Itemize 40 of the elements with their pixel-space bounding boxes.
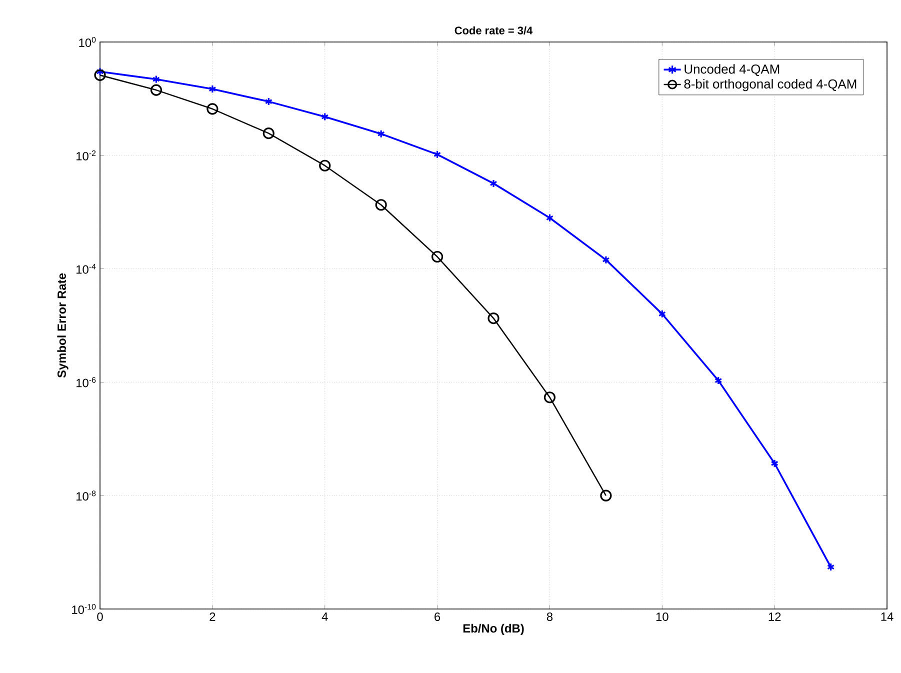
point <box>602 256 610 264</box>
point <box>375 199 387 211</box>
x-tick-label: 10 <box>656 612 668 621</box>
point <box>262 128 274 140</box>
y-axis-title: Symbol Error Rate <box>57 273 68 378</box>
x-tick-label: 2 <box>210 612 216 621</box>
legend-label: Uncoded 4-QAM <box>684 64 780 76</box>
legend-label: 8-bit orthogonal coded 4-QAM <box>684 79 856 92</box>
point <box>490 179 498 188</box>
point <box>208 84 216 94</box>
y-tick-label: 10$^{-4}$ <box>76 264 96 274</box>
y-tick-label: 10$^{-10}$ <box>72 604 96 614</box>
point <box>319 160 331 172</box>
point <box>150 84 162 96</box>
point <box>546 214 554 222</box>
point <box>264 97 272 106</box>
y-tick-label: 10$^{-6}$ <box>76 377 96 388</box>
point <box>770 459 778 468</box>
point <box>544 392 556 404</box>
x-tick-label: 12 <box>768 612 781 621</box>
chart-title: Code rate = 3/4 <box>454 26 533 34</box>
point <box>321 112 329 122</box>
x-tick-label: 6 <box>434 612 440 621</box>
point <box>600 490 612 502</box>
point <box>488 312 500 324</box>
y-tick-label: 10$^{-2}$ <box>76 150 96 160</box>
point <box>152 74 160 84</box>
y-tick-label: 10$^{-8}$ <box>76 490 96 501</box>
x-tick-label: 8 <box>546 612 553 621</box>
x-tick-label: 14 <box>881 612 894 621</box>
point <box>377 130 385 138</box>
x-tick-label: 0 <box>97 612 103 621</box>
x-axis-title: Eb/No (dB) <box>463 624 524 635</box>
point <box>431 250 444 263</box>
y-tick-label: 10$^{0}$ <box>79 36 96 47</box>
point <box>433 150 442 159</box>
point <box>658 310 666 318</box>
point <box>714 376 722 385</box>
x-tick-label: 4 <box>322 612 328 621</box>
point <box>206 103 218 115</box>
